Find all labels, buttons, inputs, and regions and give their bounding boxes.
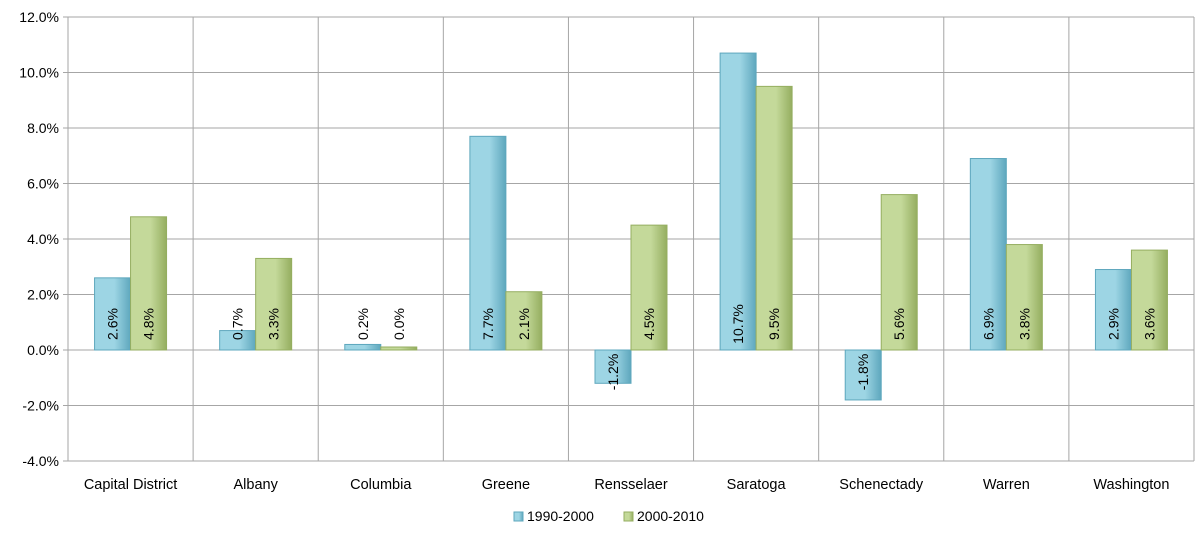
- data-label: 6.9%: [980, 308, 996, 340]
- bar-series2: [755, 85, 793, 351]
- data-label: 2.6%: [105, 308, 121, 340]
- bar-series1: [594, 349, 632, 384]
- x-tick-label: Washington: [1093, 477, 1169, 493]
- x-tick-label: Columbia: [350, 477, 412, 493]
- bar-series2: [630, 224, 668, 351]
- y-tick-label: 8.0%: [27, 120, 59, 136]
- x-tick-label: Saratoga: [727, 477, 787, 493]
- data-label: 2.9%: [1105, 308, 1121, 340]
- data-label: 3.6%: [1141, 308, 1157, 340]
- bar-series2: [880, 194, 918, 351]
- bars: [94, 52, 1168, 401]
- data-label: -1.2%: [605, 354, 621, 391]
- x-tick-label: Warren: [983, 477, 1030, 493]
- data-label: 9.5%: [766, 308, 782, 340]
- y-tick-label: 2.0%: [27, 287, 59, 303]
- data-label: 3.3%: [266, 308, 282, 340]
- y-tick-label: 12.0%: [19, 9, 59, 25]
- bar-series2: [130, 216, 168, 351]
- y-tick-label: 6.0%: [27, 176, 59, 192]
- data-label: 4.8%: [141, 308, 157, 340]
- bar-series2: [505, 291, 543, 351]
- y-tick-label: 0.0%: [27, 342, 59, 358]
- bar-series1: [469, 135, 507, 351]
- bar-series2: [255, 257, 293, 351]
- bar-series1: [344, 343, 382, 351]
- y-tick-label: 4.0%: [27, 231, 59, 247]
- data-label: 2.1%: [516, 308, 532, 340]
- y-tick-label: -4.0%: [22, 453, 59, 469]
- legend-swatch: [513, 511, 524, 522]
- data-label: 0.7%: [230, 308, 246, 340]
- x-tick-label: Schenectady: [839, 477, 924, 493]
- y-tick-label: -2.0%: [22, 398, 59, 414]
- bar-series2: [380, 346, 418, 351]
- data-label: 7.7%: [480, 308, 496, 340]
- data-label: 4.5%: [641, 308, 657, 340]
- legend-label: 1990-2000: [527, 508, 594, 524]
- x-tick-label: Greene: [482, 477, 530, 493]
- x-tick-label: Capital District: [84, 477, 177, 493]
- data-label: 3.8%: [1016, 308, 1032, 340]
- bar-series1: [719, 52, 757, 351]
- legend: 1990-2000 2000-2010: [513, 508, 704, 524]
- bar-series2: [1005, 244, 1043, 351]
- data-labels: 2.6% 0.7% 0.2% 7.7% -1.2% 10.7% -1.8% 6.9% 2.9% 4…: [105, 304, 1158, 390]
- bar-series2: [1130, 249, 1168, 351]
- data-label: -1.8%: [855, 354, 871, 391]
- bar-series1: [969, 158, 1007, 351]
- data-label: 0.0%: [391, 308, 407, 340]
- data-label: 5.6%: [891, 308, 907, 340]
- legend-label: 2000-2010: [637, 508, 704, 524]
- legend-swatch: [623, 511, 634, 522]
- x-tick-label: Rensselaer: [594, 477, 668, 493]
- bar-series1: [844, 349, 882, 401]
- data-label: 0.2%: [355, 308, 371, 340]
- y-tick-label: 10.0%: [19, 65, 59, 81]
- data-label: 10.7%: [730, 304, 746, 344]
- axes: -4.0% -2.0% 0.0% 2.0% 4.0% 6.0% 8.0% 10.0% 12.0%…: [19, 9, 1169, 493]
- x-tick-label: Albany: [233, 477, 278, 493]
